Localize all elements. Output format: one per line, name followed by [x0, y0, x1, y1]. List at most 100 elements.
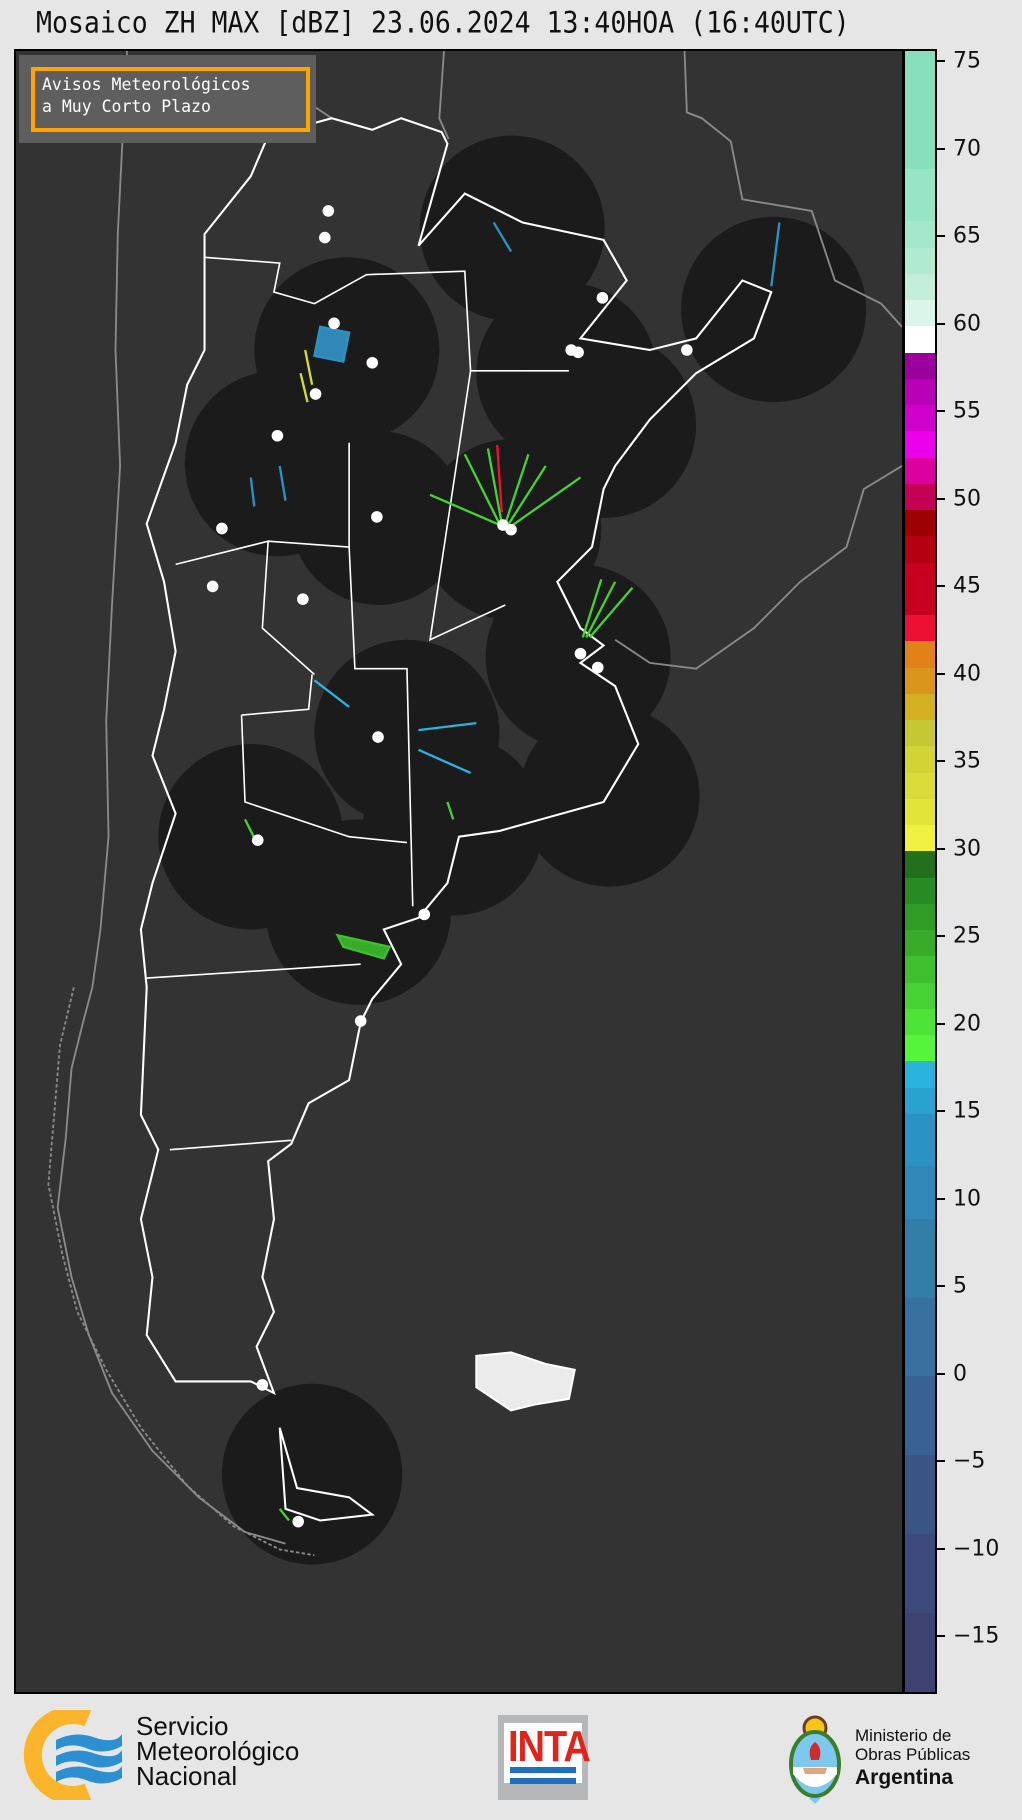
map-title: Mosaico ZH MAX [dBZ] 23.06.2024 13:40HOA… [36, 6, 850, 41]
radar-site-marker [572, 346, 584, 359]
radar-site-marker [206, 580, 219, 593]
smn-name: Servicio Meteorológico Nacional [136, 1711, 299, 1791]
echo [496, 444, 503, 513]
colorbar-tick [937, 60, 945, 63]
radar-site-marker [271, 429, 284, 442]
colorbar-band [905, 1218, 935, 1298]
colorbar-band [905, 614, 935, 642]
radar-site-marker [309, 388, 322, 400]
inta-label: INTA [508, 1723, 591, 1772]
legend-line-1: Avisos Meteorológicos [42, 75, 251, 94]
radar-coverage-circle [681, 216, 867, 403]
radar-echoes [243, 221, 781, 1522]
falkland-islands [475, 1351, 576, 1412]
radar-site-marker [328, 317, 340, 330]
colorbar-band [905, 430, 935, 458]
colorbar-tick [937, 235, 945, 238]
radar-sites [206, 205, 693, 1528]
argentina-coat-of-arms-icon [789, 1715, 841, 1804]
colorbar-tick-label: 70 [953, 136, 981, 162]
radar-site-marker [371, 511, 383, 523]
radar-site-marker [251, 834, 264, 847]
colorbar-tick [937, 1547, 945, 1550]
colorbar-band [905, 1454, 935, 1534]
colorbar-band [905, 693, 935, 720]
radar-coverage-circles [158, 135, 867, 1565]
colorbar-band [905, 1297, 935, 1377]
colorbar-band [905, 352, 935, 379]
chile-archipelago [47, 987, 315, 1557]
radar-coverage-circle [221, 1383, 403, 1565]
colorbar-tick [937, 1110, 945, 1113]
echo [313, 679, 477, 775]
colorbar-tick-label: 20 [953, 1011, 981, 1037]
colorbar-band [905, 1375, 935, 1455]
argentina-outline [139, 117, 773, 1522]
colorbar-band [905, 798, 935, 825]
echo [335, 933, 392, 960]
brazil-border-line [683, 51, 902, 328]
radar-coverage-circle [419, 135, 605, 322]
smn-line-1: Servicio [136, 1711, 229, 1741]
radar-coverage-circle [519, 705, 700, 887]
radar-site-marker [592, 661, 604, 674]
inta-logo: INTA [498, 1715, 591, 1800]
radar-site-marker [418, 908, 431, 921]
radar-site-marker [596, 292, 609, 304]
echo [249, 221, 781, 507]
smn-line-3: Nacional [136, 1761, 238, 1791]
colorbar-tick [937, 147, 945, 150]
echo [581, 579, 634, 639]
colorbar-tick-label: 25 [953, 923, 981, 949]
colorbar-band [905, 719, 935, 747]
colorbar-tick-label: 60 [953, 311, 981, 337]
ministerio-line-3: Argentina [855, 1766, 954, 1789]
colorbar-tick [937, 322, 945, 325]
colorbar-band [905, 562, 935, 615]
radar-site-marker [292, 1515, 305, 1528]
radar-site-marker [505, 523, 517, 536]
radar-map: Avisos Meteorológicos a Muy Corto Plazo [14, 49, 904, 1694]
map-canvas [47, 51, 902, 1565]
radar-coverage-circle [265, 819, 451, 1005]
radar-site-marker [319, 231, 331, 244]
colorbar-band [905, 1008, 935, 1035]
colorbar-band [905, 404, 935, 432]
colorbar-tick-label: 5 [953, 1273, 967, 1299]
province-borders [146, 256, 569, 1151]
smn-logo-icon [23, 1710, 122, 1800]
radar-site-marker [366, 356, 379, 369]
legend-line-2: a Muy Corto Plazo [42, 97, 211, 116]
legend-frame: Avisos Meteorológicos a Muy Corto Plazo [31, 67, 310, 132]
colorbar-tick-label: −5 [953, 1448, 986, 1474]
colorbar-tick-label: −10 [953, 1536, 1000, 1562]
radar-site-marker [216, 522, 228, 535]
colorbar-tick [937, 1285, 945, 1288]
echo [299, 349, 314, 403]
inta-stripe [510, 1767, 576, 1773]
colorbar-band [905, 929, 935, 957]
colorbar-band [905, 247, 935, 274]
colorbar-band [905, 955, 935, 983]
colorbar-tick [937, 1635, 945, 1638]
chile-border-line [56, 51, 286, 1545]
colorbar-tick-label: 0 [953, 1361, 967, 1387]
colorbar-band [905, 535, 935, 563]
colorbar-tick-label: 65 [953, 223, 981, 249]
colorbar-tick-label: −15 [953, 1623, 1000, 1649]
uruguay-coast-line [614, 465, 902, 670]
colorbar-tick-label: 45 [953, 573, 981, 599]
colorbar-tick [937, 935, 945, 938]
radar-site-marker [354, 1015, 367, 1027]
radar-site-marker [297, 593, 309, 605]
colorbar-band [905, 1533, 935, 1613]
echo [313, 325, 351, 363]
colorbar-tick [937, 410, 945, 413]
colorbar-tick [937, 672, 945, 675]
colorbar-band [905, 220, 935, 248]
colorbar-band [905, 378, 935, 405]
colorbar-band [905, 273, 935, 300]
colorbar-tick-label: 30 [953, 836, 981, 862]
colorbar-band [905, 640, 935, 668]
colorbar-tick [937, 1022, 945, 1025]
